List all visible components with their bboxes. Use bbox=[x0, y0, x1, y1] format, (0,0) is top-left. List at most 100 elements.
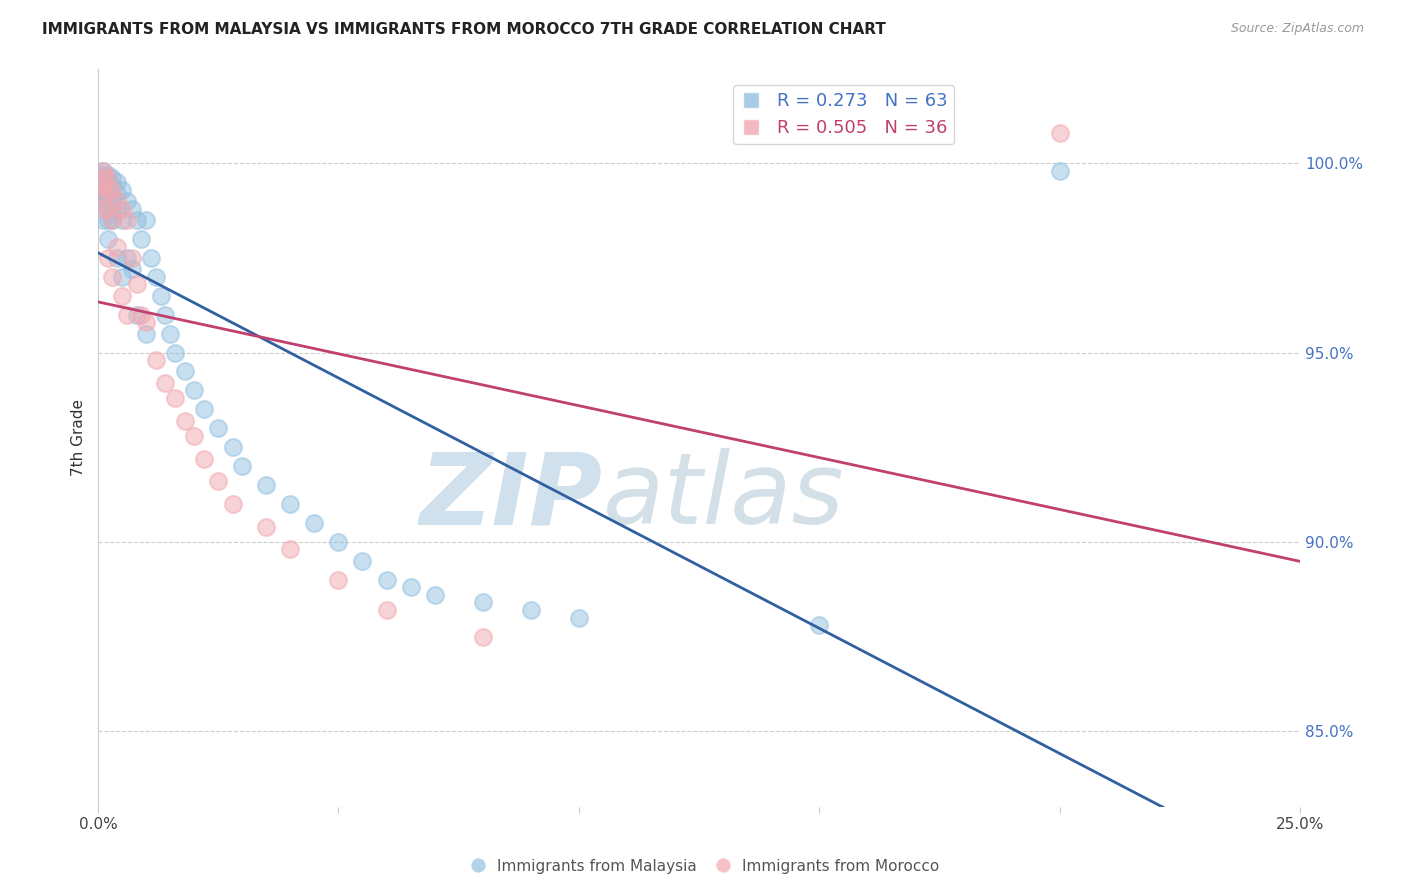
Point bbox=[91, 190, 114, 204]
Point bbox=[105, 194, 128, 208]
Point bbox=[91, 186, 114, 201]
Point bbox=[97, 175, 120, 189]
Point bbox=[519, 603, 541, 617]
Point bbox=[149, 289, 172, 303]
Point bbox=[115, 251, 138, 265]
Point bbox=[193, 402, 215, 417]
Point bbox=[101, 194, 124, 208]
Point bbox=[101, 213, 124, 227]
Point bbox=[155, 308, 177, 322]
Point bbox=[101, 171, 124, 186]
Point bbox=[97, 183, 120, 197]
Point bbox=[97, 168, 120, 182]
Point bbox=[304, 516, 326, 530]
Point bbox=[328, 535, 350, 549]
Point bbox=[1049, 126, 1071, 140]
Point bbox=[115, 213, 138, 227]
Point bbox=[91, 171, 114, 186]
Point bbox=[105, 202, 128, 216]
Point bbox=[145, 353, 167, 368]
Point bbox=[121, 251, 143, 265]
Point bbox=[97, 171, 120, 186]
Point bbox=[125, 308, 148, 322]
Point bbox=[221, 497, 243, 511]
Point bbox=[111, 289, 134, 303]
Point bbox=[101, 183, 124, 197]
Point bbox=[101, 202, 124, 216]
Point bbox=[111, 269, 134, 284]
Point bbox=[207, 421, 229, 435]
Point bbox=[105, 239, 128, 253]
Text: Source: ZipAtlas.com: Source: ZipAtlas.com bbox=[1230, 22, 1364, 36]
Point bbox=[121, 202, 143, 216]
Point bbox=[135, 326, 157, 341]
Point bbox=[91, 194, 114, 208]
Point bbox=[125, 213, 148, 227]
Point bbox=[91, 178, 114, 193]
Point bbox=[91, 171, 114, 186]
Point bbox=[163, 345, 186, 359]
Point bbox=[121, 262, 143, 277]
Point bbox=[183, 429, 205, 443]
Point bbox=[280, 542, 302, 557]
Point bbox=[280, 497, 302, 511]
Point bbox=[97, 213, 120, 227]
Point bbox=[471, 630, 494, 644]
Point bbox=[135, 213, 157, 227]
Point bbox=[91, 178, 114, 193]
Point bbox=[193, 451, 215, 466]
Point bbox=[97, 251, 120, 265]
Point bbox=[115, 194, 138, 208]
Point bbox=[91, 183, 114, 197]
Point bbox=[375, 603, 398, 617]
Point bbox=[183, 384, 205, 398]
Point bbox=[97, 232, 120, 246]
Point bbox=[207, 475, 229, 489]
Point bbox=[101, 213, 124, 227]
Point bbox=[115, 308, 138, 322]
Point bbox=[423, 588, 446, 602]
Point bbox=[97, 183, 120, 197]
Point bbox=[91, 213, 114, 227]
Point bbox=[97, 202, 120, 216]
Text: IMMIGRANTS FROM MALAYSIA VS IMMIGRANTS FROM MOROCCO 7TH GRADE CORRELATION CHART: IMMIGRANTS FROM MALAYSIA VS IMMIGRANTS F… bbox=[42, 22, 886, 37]
Point bbox=[173, 364, 195, 378]
Point bbox=[105, 175, 128, 189]
Point bbox=[328, 573, 350, 587]
Point bbox=[145, 269, 167, 284]
Point bbox=[91, 186, 114, 201]
Point bbox=[91, 163, 114, 178]
Point bbox=[568, 610, 591, 624]
Point bbox=[254, 520, 277, 534]
Point bbox=[173, 414, 195, 428]
Point bbox=[159, 326, 181, 341]
Text: ZIP: ZIP bbox=[420, 449, 603, 545]
Point bbox=[131, 232, 153, 246]
Legend: R = 0.273   N = 63, R = 0.505   N = 36: R = 0.273 N = 63, R = 0.505 N = 36 bbox=[734, 85, 955, 145]
Point bbox=[221, 440, 243, 454]
Point bbox=[105, 251, 128, 265]
Point bbox=[101, 178, 124, 193]
Point bbox=[125, 277, 148, 292]
Point bbox=[101, 269, 124, 284]
Point bbox=[97, 194, 120, 208]
Point bbox=[111, 202, 134, 216]
Point bbox=[155, 376, 177, 390]
Point bbox=[399, 580, 422, 594]
Point bbox=[111, 213, 134, 227]
Legend: Immigrants from Malaysia, Immigrants from Morocco: Immigrants from Malaysia, Immigrants fro… bbox=[460, 853, 946, 880]
Point bbox=[375, 573, 398, 587]
Point bbox=[91, 168, 114, 182]
Point bbox=[352, 554, 374, 568]
Point bbox=[91, 163, 114, 178]
Point bbox=[808, 618, 831, 632]
Point bbox=[231, 459, 253, 474]
Point bbox=[97, 202, 120, 216]
Point bbox=[139, 251, 162, 265]
Text: atlas: atlas bbox=[603, 449, 845, 545]
Point bbox=[91, 175, 114, 189]
Y-axis label: 7th Grade: 7th Grade bbox=[72, 400, 86, 476]
Point bbox=[111, 183, 134, 197]
Point bbox=[471, 595, 494, 609]
Point bbox=[254, 478, 277, 492]
